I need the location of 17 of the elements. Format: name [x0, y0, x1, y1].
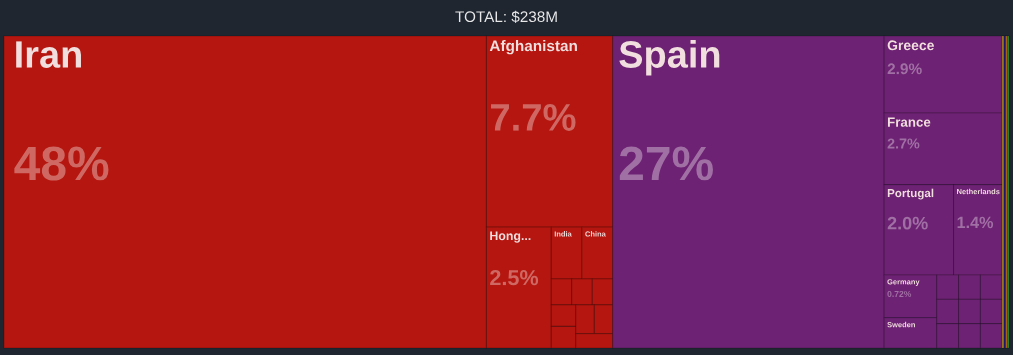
data-label: 48%: [14, 146, 109, 181]
category-label: Spain: [619, 40, 720, 76]
data-label: 0.72%: [887, 290, 912, 297]
data-label: 27%: [619, 146, 713, 181]
category-label: Hong...: [490, 231, 531, 243]
category-label: Greece: [887, 40, 934, 51]
category-label: Afghanistan: [489, 40, 577, 55]
text: TOTAL: $238M: [455, 10, 557, 24]
category-label: Portugal: [887, 188, 934, 200]
data-label: 2.7%: [887, 138, 920, 149]
data-label: 2.9%: [887, 63, 922, 75]
category-label: France: [887, 117, 931, 127]
data-label: 2.5%: [490, 269, 539, 286]
data-label: 1.4%: [957, 216, 994, 229]
data-label: 7.7%: [491, 103, 576, 131]
category-label: Iran: [16, 41, 81, 68]
data-label: 2.0%: [887, 216, 928, 230]
